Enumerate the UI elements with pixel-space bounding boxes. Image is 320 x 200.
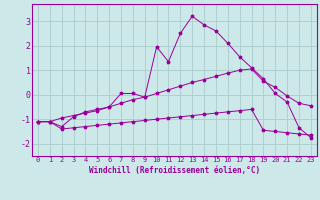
X-axis label: Windchill (Refroidissement éolien,°C): Windchill (Refroidissement éolien,°C) [89, 166, 260, 175]
